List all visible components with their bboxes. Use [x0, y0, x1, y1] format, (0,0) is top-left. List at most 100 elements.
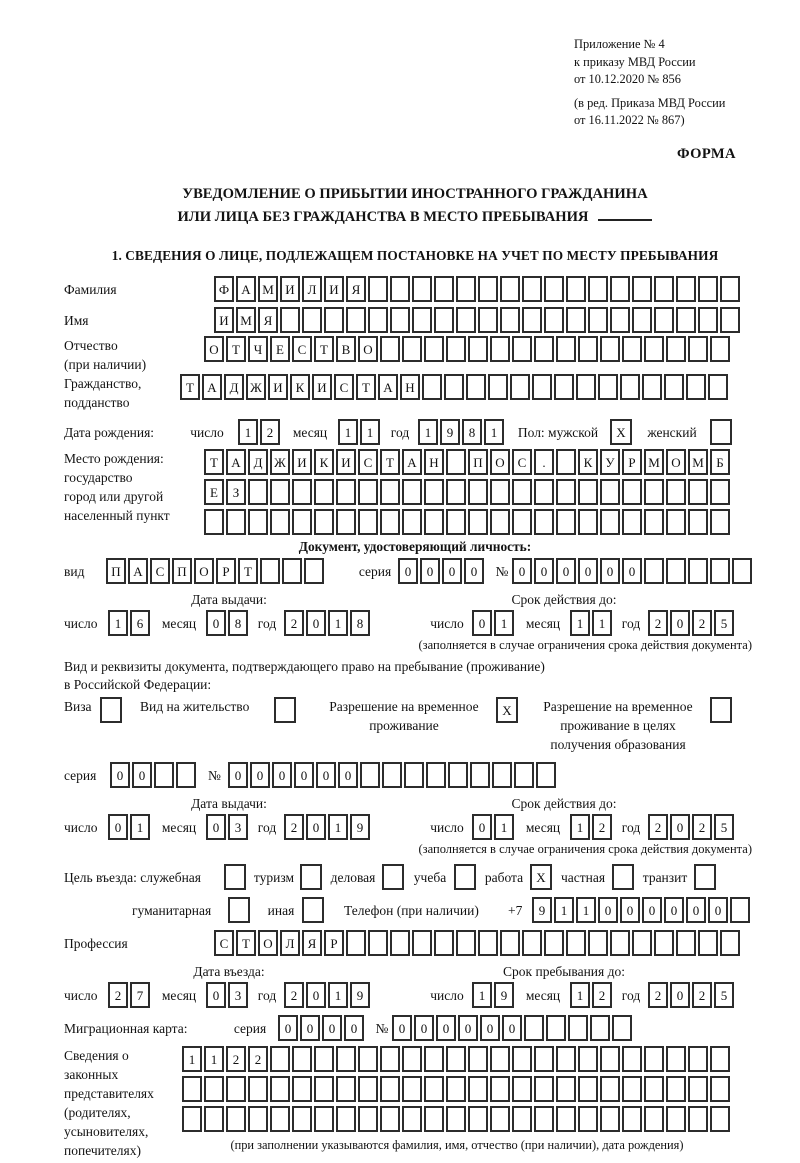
char-cell[interactable]	[600, 1046, 620, 1073]
char-cell[interactable]	[512, 479, 532, 506]
char-cell[interactable]: 1	[570, 982, 590, 1009]
char-cell[interactable]: Е	[204, 479, 224, 506]
char-cell[interactable]: Р	[324, 930, 344, 957]
char-cell[interactable]: 1	[472, 982, 492, 1009]
char-cell[interactable]: 1	[592, 610, 612, 637]
char-cell[interactable]	[490, 336, 510, 363]
char-cell[interactable]	[534, 479, 554, 506]
char-cell[interactable]: 1	[494, 610, 514, 637]
char-cell[interactable]	[426, 762, 446, 789]
char-cell[interactable]: 1	[108, 610, 128, 637]
transit-checkbox[interactable]	[694, 864, 716, 891]
char-cell[interactable]: О	[490, 449, 510, 476]
char-cell[interactable]	[688, 479, 708, 506]
char-cell[interactable]: 0	[464, 558, 484, 585]
char-cell[interactable]	[248, 1076, 268, 1103]
char-cell[interactable]	[632, 930, 652, 957]
char-cell[interactable]	[346, 930, 366, 957]
char-cell[interactable]: Д	[248, 449, 268, 476]
char-cell[interactable]	[314, 1046, 334, 1073]
char-cell[interactable]: 0	[664, 897, 684, 924]
char-cell[interactable]: 0	[670, 610, 690, 637]
char-cell[interactable]	[446, 1076, 466, 1103]
char-cell[interactable]: С	[150, 558, 170, 585]
char-cell[interactable]	[654, 930, 674, 957]
char-cell[interactable]	[534, 336, 554, 363]
char-cell[interactable]	[490, 479, 510, 506]
char-cell[interactable]: 7	[130, 982, 150, 1009]
char-cell[interactable]	[512, 336, 532, 363]
char-cell[interactable]	[666, 509, 686, 536]
char-cell[interactable]	[676, 307, 696, 334]
char-cell[interactable]: Ф	[214, 276, 234, 303]
char-cell[interactable]	[578, 1076, 598, 1103]
char-cell[interactable]	[446, 449, 466, 476]
char-cell[interactable]: 0	[108, 814, 128, 841]
char-cell[interactable]: О	[358, 336, 378, 363]
char-cell[interactable]	[424, 479, 444, 506]
char-cell[interactable]	[720, 307, 740, 334]
char-cell[interactable]: 2	[284, 610, 304, 637]
char-cell[interactable]: 0	[228, 762, 248, 789]
char-cell[interactable]	[424, 336, 444, 363]
char-cell[interactable]	[492, 762, 512, 789]
char-cell[interactable]	[204, 1076, 224, 1103]
char-cell[interactable]: 2	[108, 982, 128, 1009]
char-cell[interactable]: 0	[392, 1015, 412, 1042]
char-cell[interactable]: 0	[316, 762, 336, 789]
male-checkbox[interactable]: Х	[610, 419, 632, 446]
char-cell[interactable]: К	[314, 449, 334, 476]
char-cell[interactable]	[622, 1076, 642, 1103]
char-cell[interactable]	[500, 307, 520, 334]
char-cell[interactable]: 1	[570, 814, 590, 841]
char-cell[interactable]	[468, 509, 488, 536]
char-cell[interactable]	[688, 558, 708, 585]
char-cell[interactable]	[710, 336, 730, 363]
char-cell[interactable]: К	[290, 374, 310, 401]
char-cell[interactable]: 0	[414, 1015, 434, 1042]
char-cell[interactable]: П	[106, 558, 126, 585]
char-cell[interactable]	[292, 479, 312, 506]
female-checkbox[interactable]	[710, 419, 732, 446]
char-cell[interactable]: Ч	[248, 336, 268, 363]
char-cell[interactable]	[654, 276, 674, 303]
char-cell[interactable]: 2	[592, 814, 612, 841]
char-cell[interactable]	[248, 509, 268, 536]
char-cell[interactable]: Т	[236, 930, 256, 957]
char-cell[interactable]: 2	[592, 982, 612, 1009]
char-cell[interactable]: 1	[554, 897, 574, 924]
char-cell[interactable]	[412, 307, 432, 334]
char-cell[interactable]	[446, 479, 466, 506]
char-cell[interactable]: 1	[328, 982, 348, 1009]
char-cell[interactable]	[710, 509, 730, 536]
char-cell[interactable]: 2	[692, 982, 712, 1009]
char-cell[interactable]	[664, 374, 684, 401]
char-cell[interactable]: 5	[714, 610, 734, 637]
char-cell[interactable]: С	[512, 449, 532, 476]
char-cell[interactable]: А	[226, 449, 246, 476]
char-cell[interactable]	[512, 1106, 532, 1133]
char-cell[interactable]	[446, 336, 466, 363]
char-cell[interactable]	[402, 509, 422, 536]
char-cell[interactable]: 9	[350, 814, 370, 841]
char-cell[interactable]	[556, 479, 576, 506]
char-cell[interactable]	[446, 509, 466, 536]
char-cell[interactable]: О	[194, 558, 214, 585]
char-cell[interactable]	[380, 1046, 400, 1073]
char-cell[interactable]	[556, 1106, 576, 1133]
char-cell[interactable]	[346, 307, 366, 334]
char-cell[interactable]	[512, 1046, 532, 1073]
char-cell[interactable]: 2	[648, 610, 668, 637]
char-cell[interactable]	[698, 307, 718, 334]
char-cell[interactable]	[358, 1046, 378, 1073]
char-cell[interactable]	[204, 1106, 224, 1133]
char-cell[interactable]: 2	[692, 814, 712, 841]
char-cell[interactable]: 0	[598, 897, 618, 924]
char-cell[interactable]: Я	[302, 930, 322, 957]
char-cell[interactable]: 2	[648, 814, 668, 841]
char-cell[interactable]: Р	[622, 449, 642, 476]
char-cell[interactable]	[314, 479, 334, 506]
char-cell[interactable]	[566, 307, 586, 334]
char-cell[interactable]: 0	[206, 610, 226, 637]
char-cell[interactable]	[710, 1106, 730, 1133]
